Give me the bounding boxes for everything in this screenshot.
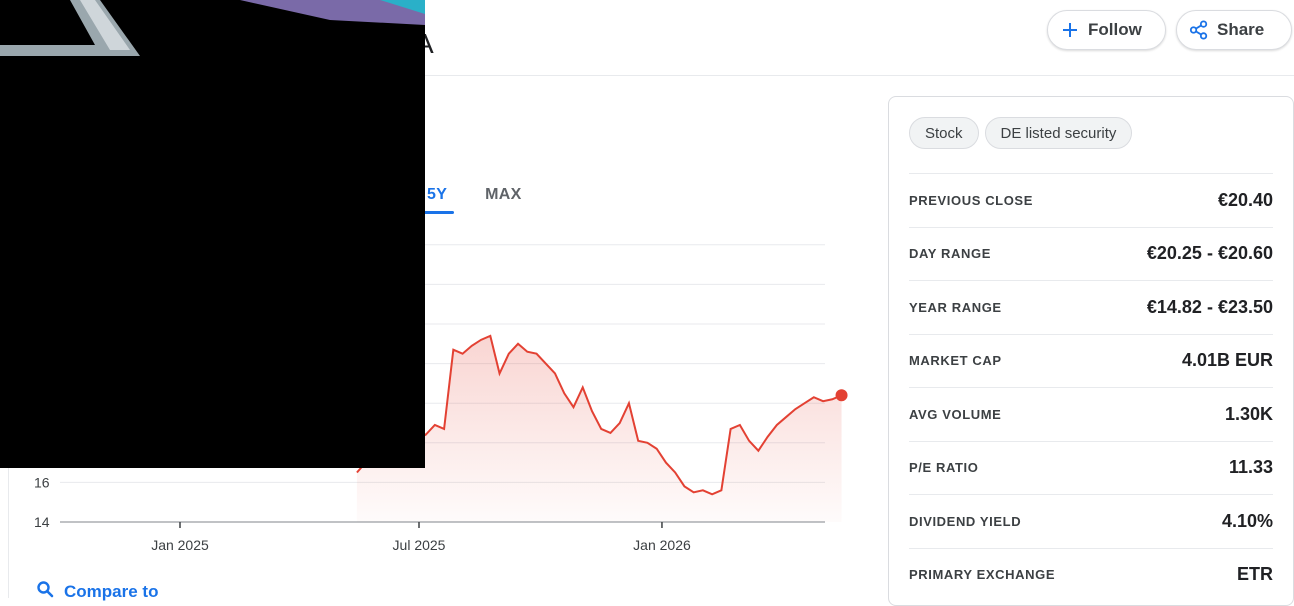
stat-value: €20.40 [1217,189,1273,210]
key-stats: PREVIOUS CLOSE €20.40 DAY RANGE €20.25 -… [909,173,1273,601]
stat-value: 1.30K [1224,403,1273,424]
x-tick-label: Jul 2025 [393,537,446,553]
x-tick-label: Jan 2026 [633,537,691,553]
search-icon [36,580,54,603]
stat-label: DIVIDEND YIELD [909,513,1022,529]
y-axis-ticks: 14 16 [34,474,50,530]
compare-to-link[interactable]: Compare to [36,580,158,603]
stat-value: 11.33 [1228,457,1273,478]
left-border [8,468,9,598]
price-area [356,335,842,522]
stat-value: ETR [1237,564,1273,585]
follow-label: Follow [1088,20,1142,39]
y-tick-label: 16 [34,474,50,490]
follow-button[interactable]: Follow [1047,10,1166,50]
share-icon [1189,20,1209,40]
stat-label: DAY RANGE [909,246,991,262]
tab-5y[interactable]: 5Y [415,186,455,214]
info-panel: Stock DE listed security PREVIOUS CLOSE … [888,96,1294,606]
stat-market-cap: MARKET CAP 4.01B EUR [909,333,1273,388]
stat-year-range: YEAR RANGE €14.82 - €23.50 [909,280,1273,334]
stat-value: 4.01B EUR [1181,350,1273,371]
stat-avg-volume: AVG VOLUME 1.30K [909,387,1273,441]
compare-label: Compare to [64,581,159,601]
stat-day-range: DAY RANGE €20.25 - €20.60 [909,226,1273,281]
tab-max[interactable]: MAX [485,186,522,203]
stat-value: 4.10% [1221,510,1273,531]
stat-value: €14.82 - €23.50 [1146,296,1273,317]
stat-label: PREVIOUS CLOSE [909,192,1033,208]
price-line [356,334,842,496]
x-axis-ticks: Jan 2025 Jul 2025 Jan 2026 [151,522,691,553]
y-tick-label: 14 [34,514,50,530]
occluding-overlay [0,0,425,468]
top-actions: Follow Share [1047,10,1292,50]
stat-primary-exchange: PRIMARY EXCHANGE ETR [909,547,1273,602]
share-button[interactable]: Share [1176,10,1292,50]
security-chips: Stock DE listed security [909,117,1133,149]
chip-de-listed[interactable]: DE listed security [984,117,1133,149]
plus-icon [1060,20,1080,40]
stat-label: YEAR RANGE [909,299,1002,315]
stat-label: MARKET CAP [909,353,1002,369]
chip-stock[interactable]: Stock [909,117,979,149]
range-tabs: 5Y MAX [415,186,536,214]
stat-label: PRIMARY EXCHANGE [909,567,1056,583]
stat-label: AVG VOLUME [909,406,1002,422]
x-tick-label: Jan 2025 [151,537,209,553]
share-label: Share [1217,20,1265,39]
stat-value: €20.25 - €20.60 [1146,243,1273,264]
header-divider [0,75,1294,76]
overlay-artwork [0,0,425,56]
stat-label: P/E RATIO [909,460,979,476]
stat-dividend-yield: DIVIDEND YIELD 4.10% [909,494,1273,548]
stat-pe-ratio: P/E RATIO 11.33 [909,440,1273,495]
current-price-dot [835,389,848,402]
stat-previous-close: PREVIOUS CLOSE €20.40 [909,173,1273,227]
